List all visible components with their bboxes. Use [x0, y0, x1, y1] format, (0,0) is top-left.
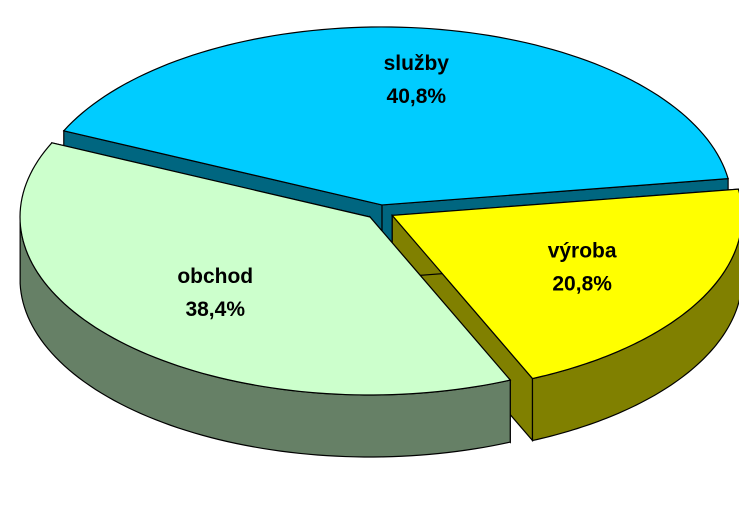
slice-label: výroba — [548, 239, 617, 262]
slice-value-label: 20,8% — [552, 272, 612, 295]
slice — [19, 142, 512, 396]
slice-value-label: 40,8% — [387, 85, 447, 108]
slice-label: obchod — [177, 265, 253, 288]
slice — [62, 26, 729, 206]
slice-label: služby — [384, 52, 450, 75]
slice — [391, 188, 739, 380]
slice-value-label: 38,4% — [185, 298, 245, 321]
